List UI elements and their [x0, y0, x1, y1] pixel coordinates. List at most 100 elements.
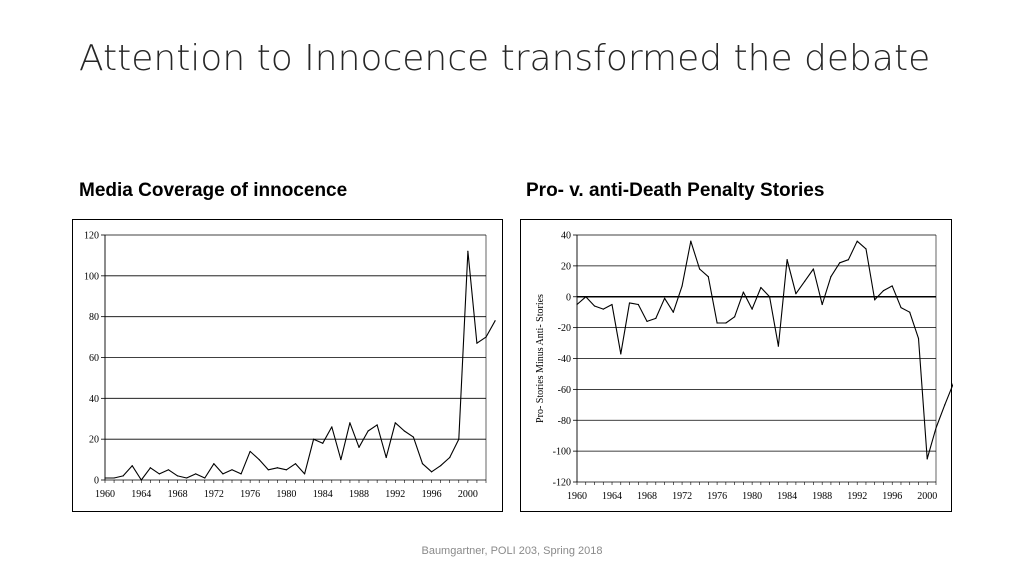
data-point — [485, 336, 487, 338]
y-tick-label: -20 — [558, 323, 571, 334]
y-tick-label: 80 — [89, 312, 99, 323]
data-point — [672, 311, 674, 313]
data-point — [204, 477, 206, 479]
data-point — [821, 303, 823, 306]
data-point — [637, 303, 639, 306]
data-point — [734, 316, 736, 318]
data-point — [349, 422, 351, 424]
chart-title-death-penalty-stories: Pro- v. anti-Death Penalty Stories — [526, 180, 825, 201]
data-point — [449, 456, 451, 459]
chart-death-penalty-stories: -120 -100 -80 -60 -40 -20 0 20 40 1960 1964 1968 197… — [535, 231, 953, 502]
data-point — [944, 404, 946, 406]
data-point — [122, 475, 124, 477]
data-point — [839, 262, 841, 264]
data-point — [131, 465, 133, 467]
data-point — [403, 430, 405, 432]
x-tick-label: 1984 — [777, 491, 797, 502]
x-tick-label: 1996 — [422, 489, 442, 500]
data-point — [795, 293, 797, 295]
footer-credit: Baumgartner, POLI 203, Spring 2018 — [421, 545, 603, 557]
data-point — [267, 469, 269, 471]
data-point — [777, 345, 779, 347]
data-point — [430, 471, 433, 473]
data-point — [421, 463, 424, 465]
data-point — [690, 240, 692, 242]
data-point — [847, 259, 850, 261]
x-tick-label: 1968 — [637, 491, 657, 502]
data-point — [104, 477, 106, 479]
x-tick-label: 1960 — [567, 491, 587, 502]
x-tick-label: 1968 — [168, 489, 188, 500]
chart-panel-media-coverage: 0 20 40 60 80 100 120 1960 1964 1968 1972 1976 1980 1… — [72, 219, 503, 512]
data-point — [751, 308, 753, 310]
data-point — [891, 285, 893, 287]
data-point — [585, 296, 587, 298]
data-point — [602, 308, 604, 310]
y-tick-label: 120 — [84, 231, 99, 242]
data-point — [249, 450, 251, 453]
data-point — [698, 268, 701, 270]
data-point — [322, 442, 324, 444]
x-tick-label: 1976 — [240, 489, 260, 500]
data-point — [926, 458, 928, 460]
data-point — [707, 276, 709, 278]
x-tick-label: 2000 — [458, 489, 478, 500]
x-tick-label: 1992 — [385, 489, 405, 500]
data-point — [467, 250, 469, 252]
data-point — [222, 473, 224, 475]
data-point — [149, 467, 151, 469]
data-point — [113, 477, 115, 479]
data-point — [804, 280, 806, 282]
y-tick-label: -60 — [558, 385, 571, 396]
y-tick-label: 60 — [89, 353, 99, 364]
data-point — [331, 426, 333, 428]
data-point — [195, 473, 197, 475]
data-point — [611, 303, 613, 306]
data-point — [476, 342, 478, 344]
series-line — [576, 240, 953, 460]
data-point — [856, 240, 858, 242]
y-tick-label: 0 — [566, 292, 571, 303]
data-point — [213, 463, 215, 465]
y-tick-label: 0 — [94, 476, 99, 487]
chart-media-coverage: 0 20 40 60 80 100 120 1960 1964 1968 1972 1976 1980 1… — [84, 231, 496, 500]
x-tick-label: 2000 — [917, 491, 937, 502]
data-point — [340, 458, 342, 461]
x-tick-label: 1992 — [847, 491, 867, 502]
data-point — [917, 337, 920, 340]
data-point — [303, 473, 306, 475]
x-tick-label: 1972 — [204, 489, 224, 500]
x-tick-label: 1972 — [672, 491, 692, 502]
x-tick-label: 1980 — [742, 491, 762, 502]
data-point — [900, 306, 902, 309]
data-point — [716, 322, 718, 324]
slide-title: Attention to Innocence transformed the d… — [79, 38, 931, 79]
data-point — [865, 248, 867, 250]
y-tick-label: 100 — [84, 271, 99, 282]
data-point — [830, 276, 832, 278]
data-point — [646, 320, 648, 323]
y-tick-label: 20 — [561, 261, 571, 272]
y-tick-label: -80 — [558, 416, 571, 427]
chart-title-media-coverage: Media Coverage of innocence — [79, 180, 348, 201]
data-point — [140, 479, 142, 481]
data-point — [376, 424, 378, 426]
x-tick-label: 1988 — [812, 491, 832, 502]
data-point — [681, 285, 683, 287]
y-tick-label: 40 — [561, 231, 571, 242]
y-tick-label: -100 — [553, 447, 571, 458]
data-point — [176, 475, 179, 477]
data-point — [786, 259, 788, 261]
data-point — [158, 473, 161, 475]
data-point — [655, 317, 657, 319]
data-point — [909, 311, 911, 313]
data-point — [276, 467, 278, 469]
data-point — [440, 465, 442, 467]
data-point — [760, 286, 762, 289]
data-point — [663, 297, 666, 299]
y-axis-label: Pro- Stories Minus Anti- Stories — [535, 294, 546, 423]
y-tick-label: -40 — [558, 354, 571, 365]
x-tick-label: 1988 — [349, 489, 369, 500]
data-point — [620, 353, 622, 355]
data-point — [412, 436, 415, 438]
